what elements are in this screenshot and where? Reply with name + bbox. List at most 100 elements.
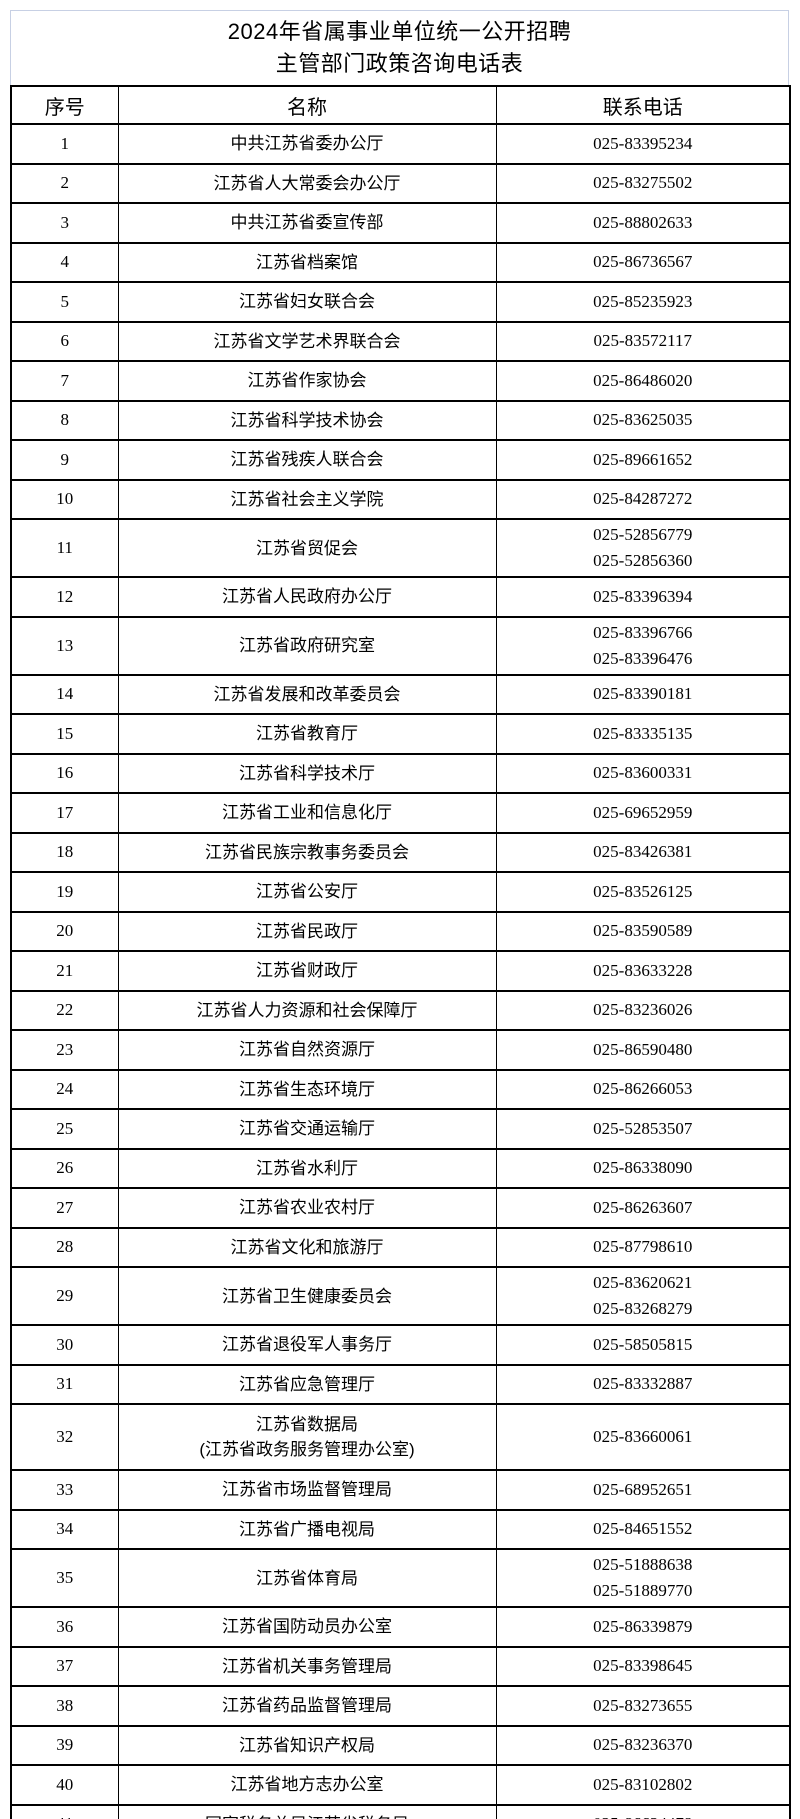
cell-seq: 22 [10,989,119,1031]
phone-number: 025-83625035 [593,410,693,430]
table-row: 30 江苏省退役军人事务厅 025-58505815 [10,1324,791,1366]
cell-phone: 025-84287272 [495,478,791,520]
phone-number: 025-86263607 [593,1197,693,1217]
name-line: 江苏省交通运输厅 [239,1119,375,1139]
cell-seq: 30 [10,1324,119,1366]
name-line: 江苏省广播电视局 [239,1519,375,1539]
cell-seq: 4 [10,241,119,283]
table-row: 3 中共江苏省委宣传部 025-88802633 [10,202,791,244]
phone-number: 025-86590480 [593,1039,693,1059]
phone-number: 025-51888638 [593,1555,693,1574]
cell-seq: 14 [10,673,119,715]
cell-name: 江苏省财政厅 [117,950,497,992]
cell-phone: 025-86339879 [495,1606,791,1648]
phone-number: 025-83633228 [593,960,693,980]
name-line: 江苏省体育局 [256,1568,358,1588]
phone-number: 025-83590589 [593,921,693,941]
name-line: 江苏省科学技术厅 [239,763,375,783]
cell-seq: 16 [10,752,119,794]
phone-number: 025-83526125 [593,881,693,901]
phone-number: 025-86266053 [593,1079,693,1099]
cell-phone: 025-86590480 [495,1029,791,1071]
table-row: 34 江苏省广播电视局 025-84651552 [10,1508,791,1550]
cell-name: 江苏省社会主义学院 [117,478,497,520]
cell-name: 江苏省科学技术厅 [117,752,497,794]
cell-name: 江苏省地方志办公室 [117,1764,497,1806]
cell-phone: 025-86266053 [495,1068,791,1110]
cell-phone: 025-83600331 [495,752,791,794]
name-line: 江苏省人大常委会办公厅 [213,173,401,193]
cell-phone: 025-83390181 [495,673,791,715]
name-line: 江苏省农业农村厅 [239,1198,375,1218]
cell-name: 江苏省知识产权局 [117,1724,497,1766]
phone-number: 025-86338090 [593,1158,693,1178]
cell-phone: 025-83633228 [495,950,791,992]
cell-seq: 10 [10,478,119,520]
table-row: 35 江苏省体育局 025-51888638 025-51889770 [10,1548,791,1608]
cell-phone: 025-86263607 [495,1187,791,1229]
cell-name: 江苏省工业和信息化厅 [117,792,497,834]
phone-number: 025-83236370 [593,1735,693,1755]
table-row: 2 江苏省人大常委会办公厅 025-83275502 [10,162,791,204]
table-row: 41 国家税务总局江苏省税务局 025-86634478 [10,1803,791,1819]
name-line: 江苏省人民政府办公厅 [222,587,392,607]
name-line: 江苏省自然资源厅 [239,1040,375,1060]
table-row: 28 江苏省文化和旅游厅 025-87798610 [10,1226,791,1268]
phone-number: 025-83332887 [593,1374,693,1394]
cell-seq: 17 [10,792,119,834]
cell-name: 江苏省体育局 [117,1548,497,1608]
table-row: 32 江苏省数据局 (江苏省政务服务管理办公室) 025-83660061 [10,1403,791,1471]
cell-phone: 025-83572117 [495,320,791,362]
phone-number: 025-83426381 [593,842,693,862]
cell-name: 江苏省公安厅 [117,871,497,913]
cell-name: 江苏省贸促会 [117,518,497,578]
phone-number: 025-87798610 [593,1237,693,1257]
phone-number: 025-51889770 [593,1581,693,1600]
cell-phone: 025-83396766 025-83396476 [495,615,791,676]
name-line: 江苏省水利厅 [256,1158,358,1178]
name-line: 江苏省科学技术协会 [230,410,384,430]
name-line-2: (江苏省政务服务管理办公室) [199,1440,415,1459]
cell-phone: 025-83102802 [495,1764,791,1806]
table-row: 4 江苏省档案馆 025-86736567 [10,241,791,283]
cell-seq: 24 [10,1068,119,1110]
name-line: 江苏省政府研究室 [239,636,375,655]
phone-number: 025-83572117 [593,331,693,351]
table-row: 29 江苏省卫生健康委员会 025-83620621 025-83268279 [10,1266,791,1326]
cell-seq: 6 [10,320,119,362]
cell-phone: 025-83236026 [495,989,791,1031]
cell-name: 中共江苏省委办公厅 [117,123,497,165]
document-body: 2024年省属事业单位统一公开招聘 主管部门政策咨询电话表 序号 名称 联系电话… [10,10,791,1819]
cell-phone: 025-83395234 [495,123,791,165]
phone-number: 025-83275502 [593,173,693,193]
header-row: 序号 名称 联系电话 [10,85,791,125]
cell-phone: 025-83590589 [495,910,791,952]
cell-seq: 5 [10,281,119,323]
document-title-line2: 主管部门政策咨询电话表 [275,51,524,77]
cell-seq: 21 [10,950,119,992]
table-row: 27 江苏省农业农村厅 025-86263607 [10,1187,791,1229]
table-row: 39 江苏省知识产权局 025-83236370 [10,1724,791,1766]
cell-seq: 12 [10,576,119,618]
cell-name: 江苏省人大常委会办公厅 [117,162,497,204]
name-line: 江苏省知识产权局 [239,1735,375,1755]
cell-seq: 13 [10,615,119,676]
phone-number: 025-83660061 [593,1427,693,1446]
cell-name: 江苏省教育厅 [117,713,497,755]
cell-name: 江苏省生态环境厅 [117,1068,497,1110]
phone-number: 025-52856779 [593,525,693,544]
cell-name: 江苏省人民政府办公厅 [117,576,497,618]
table-row: 19 江苏省公安厅 025-83526125 [10,871,791,913]
name-line: 江苏省民族宗教事务委员会 [205,842,409,862]
cell-name: 江苏省退役军人事务厅 [117,1324,497,1366]
name-line: 江苏省地方志办公室 [230,1775,384,1795]
phone-table: 序号 名称 联系电话 1 中共江苏省委办公厅 025-83395234 2 江苏省人大常… [10,85,791,1819]
cell-phone: 025-88802633 [495,202,791,244]
cell-phone: 025-89661652 [495,439,791,481]
table-row: 1 中共江苏省委办公厅 025-83395234 [10,123,791,165]
phone-number: 025-83600331 [593,763,693,783]
table-row: 11 江苏省贸促会 025-52856779 025-52856360 [10,518,791,578]
phone-number: 025-88802633 [593,212,693,232]
table-row: 26 江苏省水利厅 025-86338090 [10,1147,791,1189]
cell-phone: 025-85235923 [495,281,791,323]
